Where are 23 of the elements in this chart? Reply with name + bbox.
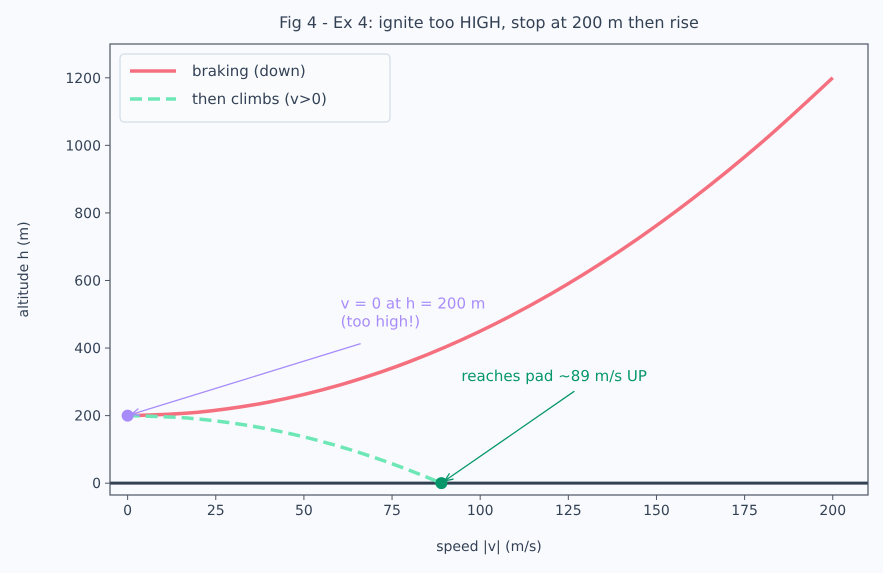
x-tick-label: 50 xyxy=(294,503,313,519)
x-tick-label: 175 xyxy=(731,503,758,519)
y-tick-label: 1000 xyxy=(65,138,101,154)
annotation: v = 0 at h = 200 m (too high!) xyxy=(340,294,486,331)
x-axis-title: speed |v| (m/s) xyxy=(436,539,542,555)
y-tick-label: 200 xyxy=(74,408,101,425)
x-tick-label: 0 xyxy=(123,503,132,519)
y-tick-label: 800 xyxy=(74,206,101,222)
x-tick-label: 25 xyxy=(206,503,225,519)
annotation: reaches pad ~89 m/s UP xyxy=(461,367,647,386)
x-tick-label: 75 xyxy=(383,503,401,519)
legend-label: braking (down) xyxy=(192,62,306,80)
legend-label: then climbs (v>0) xyxy=(192,90,327,108)
chart-title: Fig 4 - Ex 4: ignite too HIGH, stop at 200 m then rise xyxy=(279,13,699,32)
y-tick-label: 0 xyxy=(92,476,101,492)
y-tick-label: 1200 xyxy=(65,70,101,87)
x-tick-label: 150 xyxy=(643,503,670,519)
x-tick-label: 200 xyxy=(819,503,846,519)
x-tick-label: 125 xyxy=(554,503,582,519)
y-tick-label: 400 xyxy=(74,341,101,358)
y-axis-title: altitude h (m) xyxy=(16,221,32,318)
y-tick-label: 600 xyxy=(74,273,101,290)
x-tick-label: 100 xyxy=(466,503,494,519)
